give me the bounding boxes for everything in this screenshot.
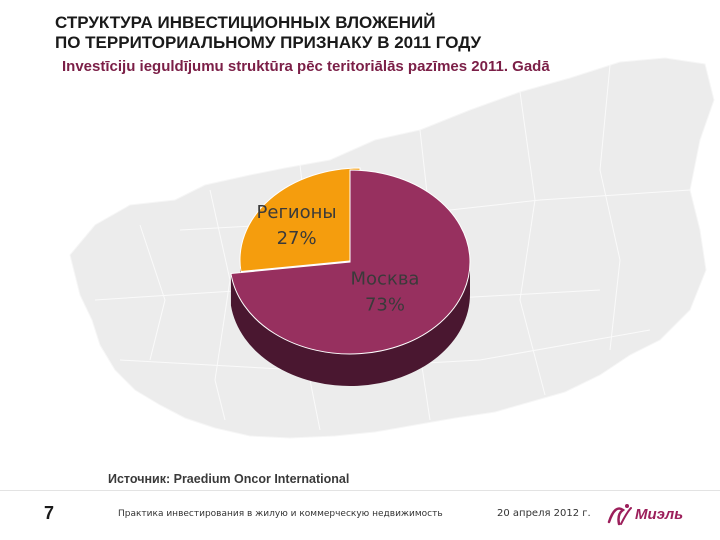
slice-value-0: 73% [365, 294, 405, 315]
slide-title: СТРУКТУРА ИНВЕСТИЦИОННЫХ ВЛОЖЕНИЙ ПО ТЕР… [55, 13, 615, 53]
footer-divider [0, 490, 720, 491]
slice-0-top [239, 167, 361, 273]
slice-label-0: Москва [351, 268, 420, 289]
slice-1-top [230, 169, 471, 355]
footer-caption: Практика инвестирования в жилую и коммер… [118, 509, 443, 519]
logo-mark-icon [607, 504, 632, 526]
slice-value-1: 27% [277, 228, 317, 249]
slice-1-side-0 [230, 262, 470, 387]
page-number: 7 [44, 503, 55, 523]
logo-text: Миэль [635, 506, 684, 523]
title-line-1: СТРУКТУРА ИНВЕСТИЦИОННЫХ ВЛОЖЕНИЙ [55, 13, 436, 32]
slice-label-1: Регионы [257, 202, 337, 223]
slide-subtitle: Investīciju ieguldījumu struktūra pēc te… [62, 58, 550, 75]
footer-date: 20 апреля 2012 г. [497, 508, 591, 519]
company-logo: Миэль [605, 498, 715, 532]
source-note: Источник: Praedium Oncor International [108, 472, 350, 486]
title-line-2: ПО ТЕРРИТОРИАЛЬНОМУ ПРИЗНАКУ В 2011 ГОДУ [55, 33, 482, 52]
